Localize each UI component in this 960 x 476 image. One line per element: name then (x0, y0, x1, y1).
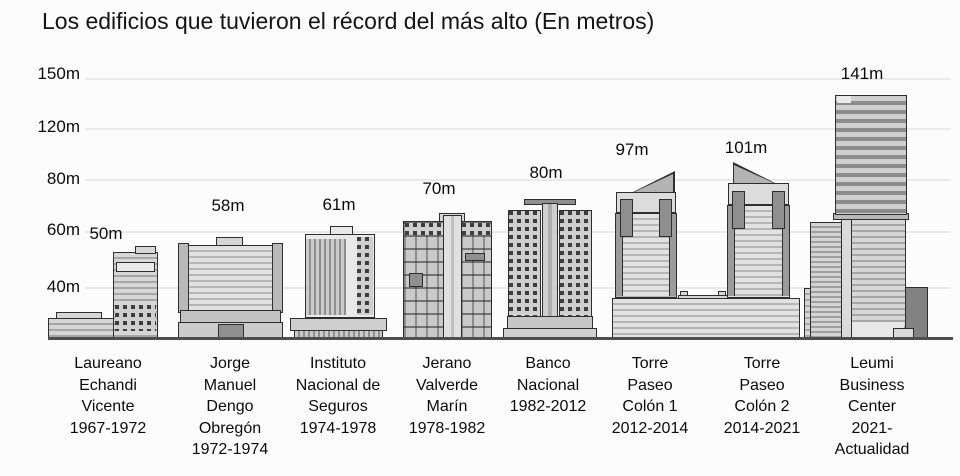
caption-paseo-colon-2: Torre Paseo Colón 2 2014-2021 (723, 355, 801, 437)
building-part (306, 239, 346, 315)
caption-paseo-colon-1: Torre Paseo Colón 1 2012-2014 (611, 355, 689, 437)
building-part (616, 214, 623, 296)
building-part (559, 210, 592, 317)
building-part (508, 210, 541, 317)
caption-jerano: Jerano Valverde Marín 1978-1982 (408, 355, 486, 437)
gridline-120m (85, 128, 951, 130)
building-laureano-echandi-vicente (48, 246, 160, 339)
height-label-laureano: 50m (89, 224, 123, 243)
caption-jorge-dengo: Jorge Manuel Dengo Obregón 1972-1974 (191, 355, 269, 458)
height-label-paseo-colon-2: 101m (724, 138, 768, 157)
building-part (462, 223, 490, 235)
building-part (403, 221, 445, 339)
caption-ins: Instituto Nacional de Seguros 1974-1978 (295, 355, 381, 437)
building-part (782, 206, 789, 296)
building-part (460, 221, 492, 339)
building-part (178, 243, 189, 313)
y-axis-label-80m: 80m (46, 169, 80, 188)
building-part (305, 234, 375, 318)
height-label-banco-nacional: 80m (529, 163, 563, 182)
building-part (443, 215, 462, 339)
building-part (115, 305, 156, 331)
height-label-jorge-dengo: 58m (211, 196, 245, 215)
height-label-leumi: 141m (840, 64, 884, 83)
building-part (405, 223, 443, 235)
building-part (272, 243, 283, 313)
building-part (612, 298, 800, 339)
y-axis-label-120m: 120m (37, 117, 80, 136)
caption-banco-nacional: Banco Nacional 1982-2012 (509, 355, 587, 415)
building-part (187, 245, 274, 311)
building-part (852, 322, 904, 338)
building-torre-paseo-colon-1 (615, 171, 677, 298)
y-axis-label-150m: 150m (37, 64, 80, 83)
building-leumi-business-center (800, 95, 928, 339)
building-jorge-manuel-dengo-obregon (178, 237, 283, 339)
building-part (48, 318, 118, 339)
caption-laureano: Laureano Echandi Vicente 1967-1972 (69, 355, 147, 437)
building-part (669, 214, 676, 296)
caption-leumi: Leumi Business Center 2021- Actualidad (834, 355, 910, 458)
building-part (837, 96, 851, 103)
height-label-jerano: 70m (422, 179, 456, 198)
ground-line (48, 337, 953, 340)
building-part (465, 253, 485, 261)
building-part (772, 191, 785, 229)
building-part (357, 237, 373, 315)
building-banco-nacional (503, 199, 597, 339)
height-label-paseo-colon-1: 97m (615, 140, 649, 159)
building-part (116, 262, 155, 272)
y-axis-label-40m: 40m (46, 277, 80, 296)
height-label-ins: 61m (322, 195, 356, 214)
building-part (135, 246, 156, 254)
building-part (728, 206, 735, 296)
building-torre-paseo-colon-2 (727, 162, 790, 298)
building-part (732, 191, 745, 229)
y-axis-label-60m: 60m (46, 220, 80, 239)
building-part (542, 203, 558, 331)
gridline-150m (85, 78, 951, 80)
building-part (851, 219, 906, 339)
building-part (659, 199, 672, 237)
building-part (409, 273, 423, 287)
building-instituto-nacional-de-seguros (290, 226, 387, 339)
building-jerano-valverde-marin (403, 213, 492, 339)
building-part (620, 199, 633, 237)
gridline-80m (85, 179, 951, 181)
chart-title: Los edificios que tuvieron el récord del… (42, 8, 655, 34)
building-part (810, 222, 843, 339)
building-part (835, 95, 907, 215)
